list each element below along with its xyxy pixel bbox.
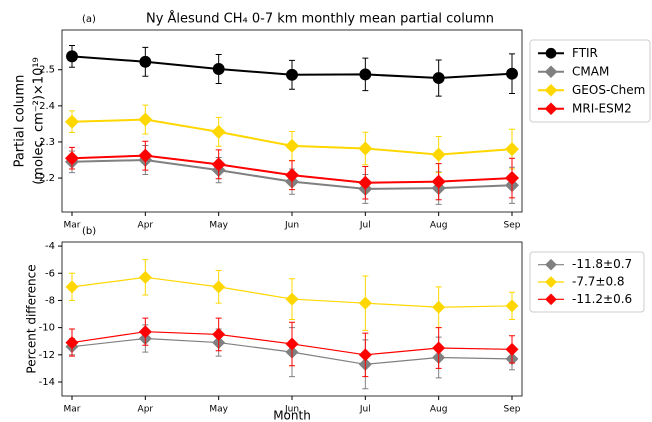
y-tick-label: 2.5: [39, 65, 55, 76]
marker: [139, 55, 152, 68]
chart-title: Ny Ålesund CH₄ 0-7 km monthly mean parti…: [146, 11, 494, 27]
legend-label: FTIR: [572, 46, 598, 60]
legend-label: CMAM: [572, 64, 609, 78]
legend-label: -11.8±0.7: [572, 257, 632, 271]
legend-label: MRI-ESM2: [572, 101, 632, 115]
legend-marker: [545, 258, 557, 271]
x-tick-label: Jun: [284, 405, 299, 415]
x-tick-label: Aug: [430, 405, 448, 415]
x-tick-label: Sep: [504, 405, 521, 415]
marker: [285, 168, 299, 183]
marker: [358, 175, 373, 190]
y-tick-label: -4: [45, 241, 55, 252]
y-tick-label: -12: [39, 350, 55, 361]
marker: [432, 341, 446, 355]
x-tick-label: Mar: [64, 405, 81, 415]
marker: [432, 300, 446, 314]
marker: [65, 151, 79, 166]
marker: [358, 141, 373, 156]
marker: [65, 114, 79, 129]
marker: [432, 72, 445, 84]
marker: [212, 327, 226, 341]
x-tick-label: Apr: [138, 405, 154, 415]
marker: [358, 348, 372, 362]
marker: [211, 157, 226, 172]
marker: [138, 325, 152, 339]
marker: [285, 292, 299, 306]
y-axis-label: Partial column: [13, 75, 28, 168]
x-tick-label: Jun: [284, 221, 299, 231]
legend-marker: [544, 65, 558, 79]
y-tick-label: -14: [39, 377, 55, 388]
y-tick-label: -8: [45, 295, 55, 306]
marker: [212, 280, 226, 294]
panel-label: (b): [82, 226, 96, 237]
legend-marker: [545, 47, 557, 59]
marker: [359, 68, 372, 81]
legend-box: [529, 251, 645, 313]
x-tick-label: May: [209, 405, 228, 415]
marker: [505, 171, 519, 186]
marker: [506, 67, 518, 80]
x-tick-label: Aug: [430, 221, 448, 231]
legend-marker: [544, 102, 558, 116]
marker: [431, 147, 446, 162]
marker: [211, 124, 226, 139]
x-tick-label: Jul: [359, 221, 371, 231]
marker: [505, 299, 519, 313]
x-tick-label: May: [209, 221, 228, 231]
marker: [285, 138, 299, 153]
marker: [358, 296, 372, 310]
y-tick-label: 2.3: [39, 137, 55, 148]
panel-label: (a): [82, 14, 96, 25]
marker: [285, 337, 299, 351]
legend-box: [529, 39, 651, 123]
marker: [65, 280, 79, 294]
y-axis-label: (molec. cm⁻²)×10¹⁹: [32, 57, 47, 185]
x-tick-label: Apr: [138, 221, 154, 231]
x-tick-label: Mar: [64, 221, 81, 231]
marker: [505, 342, 519, 356]
marker: [66, 50, 78, 63]
y-tick-label: -6: [45, 268, 55, 279]
legend-marker: [545, 293, 557, 306]
marker: [65, 336, 79, 350]
x-tick-label: Sep: [504, 221, 521, 231]
legend-label: -7.7±0.8: [572, 275, 625, 289]
legend-label: GEOS-Chem: [572, 83, 645, 97]
marker: [138, 148, 153, 163]
y-tick-label: -10: [39, 323, 55, 334]
marker: [138, 270, 152, 284]
marker: [286, 68, 298, 81]
legend-marker: [545, 276, 557, 288]
marker: [138, 112, 153, 127]
marker: [212, 63, 225, 75]
x-tick-label: Jul: [359, 405, 371, 415]
legend-marker: [544, 83, 558, 97]
y-axis-label: Percent difference: [25, 264, 39, 373]
legend-label: -11.2±0.6: [572, 292, 632, 306]
y-tick-label: 2.4: [39, 101, 55, 112]
y-tick-label: 2.2: [39, 173, 55, 184]
marker: [505, 142, 519, 157]
marker: [431, 174, 446, 189]
x-axis-label: Month: [273, 409, 311, 422]
